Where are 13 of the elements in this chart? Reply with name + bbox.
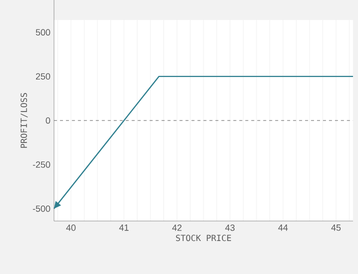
x-tick-label: 41 xyxy=(119,224,129,231)
y-tick-label: 500 xyxy=(36,29,50,36)
x-axis-title: STOCK PRICE xyxy=(176,234,232,242)
y-tick-label: -500 xyxy=(32,205,50,212)
x-tick-label: 44 xyxy=(278,224,288,231)
y-tick-label: 0 xyxy=(46,117,50,124)
x-tick-label: 45 xyxy=(331,224,341,231)
y-tick-label: 250 xyxy=(36,73,50,80)
y-tick-label: -250 xyxy=(32,161,50,168)
y-axis-title: PROFIT/LOSS xyxy=(20,93,28,148)
x-tick-label: 43 xyxy=(225,224,235,231)
x-tick-label: 42 xyxy=(172,224,182,231)
x-tick-label: 40 xyxy=(66,224,76,231)
